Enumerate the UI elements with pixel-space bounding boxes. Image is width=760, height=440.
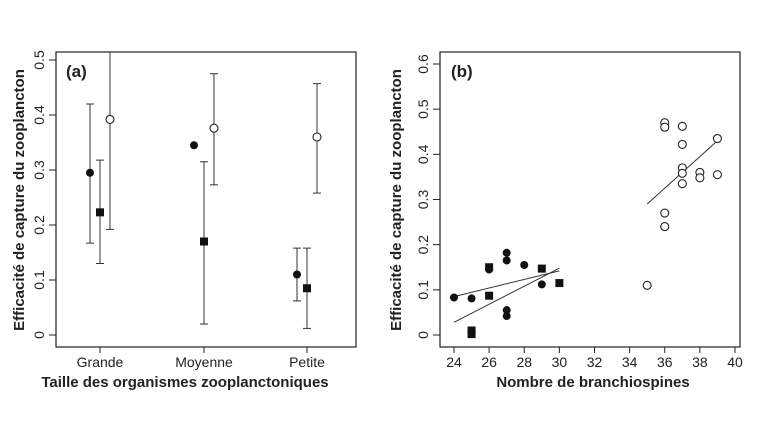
data-point [502,248,511,257]
data-point [209,123,219,133]
panel-b-y-tick-label: 0.4 [415,144,431,164]
data-point [502,256,511,265]
panel-b-y-tick-label: 0.1 [415,280,431,300]
panel-b-x-tick-label: 24 [446,354,462,370]
panel-a-x-tick-label: Grande [77,354,124,370]
panel-a-y-tick-label: 0.4 [31,105,47,125]
data-point [485,263,494,272]
panel-b-y-tick-label: 0 [415,331,431,339]
data-point [537,280,546,289]
panel-a-x-tick-label: Moyenne [175,354,233,370]
panel-b-x-tick-label: 40 [727,354,743,370]
panel-a-y-tick-label: 0.5 [31,50,47,70]
data-point [467,330,476,339]
panel-b-x-tick-label: 34 [622,354,638,370]
panel-b-x-axis-label: Nombre de branchiospines [496,374,689,391]
data-point [712,170,722,180]
panel-b-x-tick-label: 36 [657,354,673,370]
panel-b-y-tick-label: 0.3 [415,190,431,210]
data-point [677,168,687,178]
panel-a-x-tick-label: Petite [289,354,325,370]
fit-line [453,267,560,323]
panel-b-y-tick-label: 0.2 [415,235,431,255]
fit-line [453,270,560,298]
data-point [200,237,208,246]
data-point [96,208,104,217]
data-point [677,179,687,189]
panel-a-marks [86,52,322,329]
panel-b-x-tick-label: 38 [692,354,708,370]
panel-a-label: (a) [66,62,87,81]
data-point [450,293,458,302]
data-point [712,133,722,144]
panel-b-y-axis-label: Efficacité de capture du zooplancton [388,69,405,331]
panel-a-y-axis-label: Efficacité de capture du zooplancton [11,69,28,331]
panel-b-x-tick-label: 30 [552,354,568,370]
data-point [502,312,511,321]
panel-a-frame [55,51,357,348]
data-point [660,222,670,232]
panel-a-y-tick-label: 0.2 [31,215,47,235]
panel-b-y-tick-label: 0.5 [415,99,431,119]
panel-b-x-tick-label: 32 [587,354,603,370]
data-point [695,173,705,183]
data-point [660,208,670,218]
panel-a-x-axis-label: Taille des organismes zooplanctoniques [41,374,328,391]
panel-a-y-tick-label: 0.1 [31,270,47,290]
data-point [677,121,687,131]
data-point [555,279,564,288]
data-point [502,306,511,315]
data-point [642,280,652,290]
data-point [485,291,494,300]
data-point [303,284,311,293]
data-point [520,260,529,269]
data-point [467,294,476,303]
data-point [293,270,301,279]
panel-b-label: (b) [451,62,473,81]
panel-b-x-tick-label: 26 [481,354,497,370]
data-point [660,122,670,132]
data-point [86,168,94,177]
panel-b-frame [439,51,741,348]
panel-b-x-axis: 24 26 28 30 32 34 36 38 40 [446,347,743,370]
panel-a-y-axis: 0 0.1 0.2 0.3 0.4 0.5 [31,50,56,339]
data-point [105,114,115,124]
panel-b-marks [450,118,722,339]
data-point [312,132,322,142]
panel-b-x-tick-label: 28 [516,354,532,370]
panel-a-y-tick-label: 0 [31,331,47,339]
panel-a-y-tick-label: 0.3 [31,160,47,180]
data-point [677,139,687,149]
data-point [537,264,546,273]
panel-b: (b) 0 0.1 0.2 0.3 0.4 0.5 0.6 24 26 28 30 32 34 36 38… [388,51,743,391]
panel-a-x-axis: Grande Moyenne Petite [77,347,325,370]
panel-b-y-tick-label: 0.6 [415,54,431,74]
panel-b-y-axis: 0 0.1 0.2 0.3 0.4 0.5 0.6 [415,54,440,339]
data-point [190,141,198,150]
panel-a: (a) 0 0.1 0.2 0.3 0.4 0.5 Grande Moyenne Petite… [11,50,357,391]
